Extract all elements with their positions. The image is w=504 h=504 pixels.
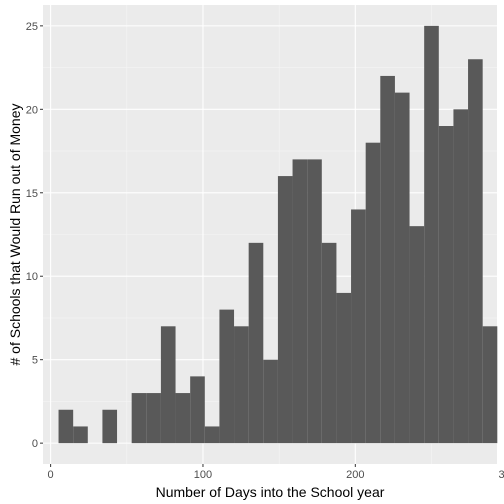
- histogram-bar: [146, 393, 161, 444]
- histogram-bar: [438, 126, 454, 444]
- histogram-bar: [175, 393, 191, 444]
- y-tick-label: 10: [26, 271, 38, 283]
- histogram-bar: [204, 426, 220, 444]
- histogram-bar: [277, 176, 293, 444]
- histogram-bar: [234, 326, 249, 444]
- histogram-bar: [131, 393, 147, 444]
- x-tick-label: 300: [498, 469, 504, 481]
- y-tick-label: 20: [26, 104, 38, 116]
- x-tick-label: 100: [194, 469, 212, 481]
- histogram-bar: [102, 409, 118, 444]
- y-tick-label: 15: [26, 188, 38, 200]
- x-axis-title: Number of Days into the School year: [156, 484, 385, 500]
- y-axis-title: # of Schools that Would Run out of Money: [7, 103, 23, 365]
- histogram-bar: [248, 242, 264, 444]
- x-tick-label: 200: [346, 469, 364, 481]
- y-tick-label: 0: [32, 438, 38, 450]
- histogram-bar: [219, 309, 235, 444]
- histogram-bar: [336, 292, 352, 444]
- x-tick-label: 0: [48, 469, 54, 481]
- histogram-bar: [394, 92, 410, 444]
- histogram-bar: [73, 426, 88, 444]
- histogram-bar: [409, 226, 425, 444]
- histogram-bar: [292, 159, 308, 444]
- y-axis: 0 5 10 15 20 25: [26, 21, 43, 450]
- histogram-bar: [263, 359, 278, 444]
- histogram-bar: [365, 142, 381, 444]
- histogram-bar: [190, 376, 205, 444]
- histogram-bar: [307, 159, 322, 444]
- y-tick-label: 5: [32, 355, 38, 367]
- histogram-bar: [468, 59, 483, 444]
- histogram-bar: [482, 326, 498, 444]
- histogram-bar: [321, 242, 337, 444]
- histogram-bar: [160, 326, 176, 444]
- histogram-bar: [424, 25, 439, 444]
- histogram-bar: [380, 75, 395, 444]
- x-axis: 0 100 200 300: [48, 464, 504, 481]
- histogram-bars: [58, 25, 498, 444]
- histogram-bar: [453, 109, 469, 444]
- histogram-bar: [351, 209, 366, 444]
- histogram-bar: [58, 409, 74, 444]
- y-tick-label: 25: [26, 21, 38, 33]
